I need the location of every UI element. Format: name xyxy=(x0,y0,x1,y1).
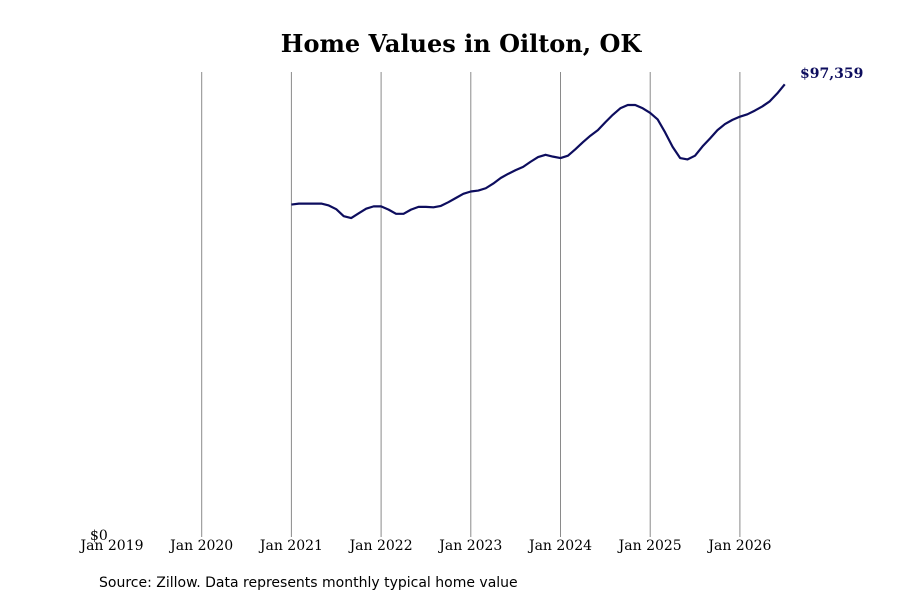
y-axis-ticks: $0 xyxy=(90,528,108,544)
x-axis-ticks: Jan 2019 Jan 2020 Jan 2021 Jan 2022 Jan 2023… xyxy=(78,538,771,554)
gridlines xyxy=(201,72,741,537)
x-tick-label: Jan 2026 xyxy=(706,538,771,554)
series-layer xyxy=(291,83,786,220)
source-note: Source: Zillow. Data represents monthly … xyxy=(99,575,518,591)
x-tick-label: Jan 2020 xyxy=(168,538,233,554)
x-tick-label: Jan 2019 xyxy=(78,538,143,554)
x-tick-label: Jan 2022 xyxy=(348,538,413,554)
x-tick-label: Jan 2024 xyxy=(527,538,592,554)
y-tick-label: $0 xyxy=(90,528,108,544)
x-tick-label: Jan 2023 xyxy=(437,538,502,554)
series-line xyxy=(291,83,786,220)
x-tick-label: Jan 2021 xyxy=(258,538,323,554)
x-tick-label: Jan 2025 xyxy=(617,538,682,554)
chart-title: Home Values in Oilton, OK xyxy=(281,29,643,58)
end-value-label: $97,359 xyxy=(800,66,863,82)
